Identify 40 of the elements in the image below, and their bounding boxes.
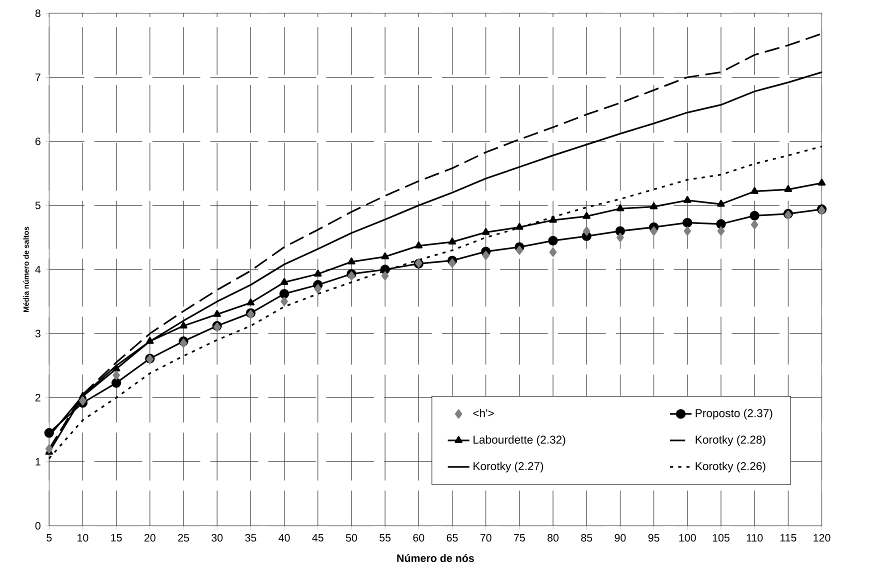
x-tick-label: 65	[446, 534, 458, 542]
x-tick-label: 110	[746, 534, 763, 542]
x-tick-label: 30	[212, 534, 223, 542]
legend-label: Korotky (2.26)	[696, 462, 766, 472]
y-tick-label: 0	[35, 522, 40, 530]
x-tick-label: 105	[712, 534, 730, 542]
legend-label: Proposto (2.37)	[696, 408, 772, 420]
x-tick-label: 35	[245, 534, 256, 542]
legend-label: Korotky (2.27)	[474, 462, 544, 472]
x-axis-title: Número de nós	[397, 554, 474, 562]
y-tick-label: 8	[35, 9, 40, 17]
x-tick-label: 85	[581, 534, 592, 542]
legend-label: <h'>	[473, 408, 494, 417]
x-tick-label: 120	[814, 534, 830, 542]
x-tick-label: 5	[46, 534, 52, 542]
x-tick-label: 45	[312, 534, 324, 542]
x-tick-label: 15	[111, 534, 122, 542]
legend-label: Korotky (2.28)	[696, 435, 766, 446]
x-tick-label: 55	[380, 534, 391, 542]
x-tick-label: 75	[514, 534, 525, 542]
x-tick-label: 10	[78, 534, 88, 542]
x-tick-label: 115	[780, 534, 796, 542]
y-tick-label: 1	[36, 458, 40, 466]
y-tick-label: 2	[35, 394, 40, 402]
x-tick-label: 80	[548, 534, 559, 542]
x-tick-label: 70	[480, 534, 492, 542]
x-tick-label: 20	[144, 534, 156, 542]
x-tick-label: 100	[679, 534, 696, 542]
legend-label: Labourdette (2.32)	[474, 435, 566, 446]
x-tick-label: 25	[178, 534, 190, 542]
x-tick-label: 95	[648, 534, 660, 542]
y-tick-label: 6	[36, 137, 40, 146]
y-tick-label: 4	[35, 266, 41, 274]
x-tick-label: 90	[614, 534, 626, 542]
x-tick-label: 40	[278, 534, 290, 542]
y-tick-label: 5	[35, 202, 40, 210]
x-tick-label: 60	[413, 534, 424, 542]
y-tick-label: 7	[36, 73, 40, 81]
x-tick-label: 50	[346, 534, 357, 542]
y-tick-label: 3	[35, 330, 40, 338]
